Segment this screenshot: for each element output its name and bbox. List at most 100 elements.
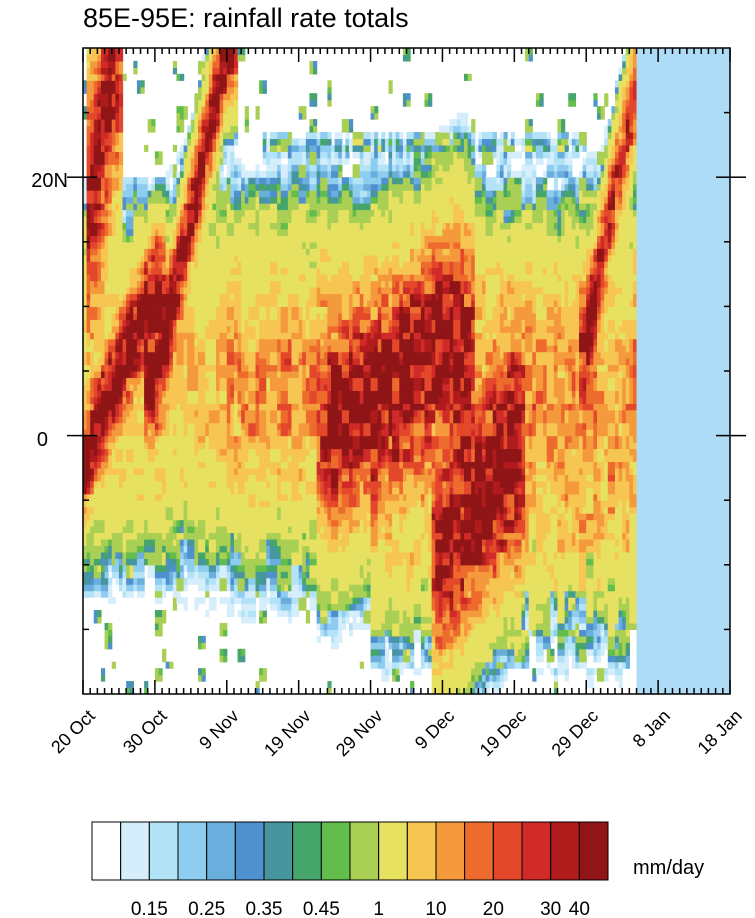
heatmap-cell [115, 138, 120, 146]
heatmap-cell [273, 584, 278, 592]
heatmap-cell [162, 409, 167, 417]
heatmap-cell [269, 196, 275, 204]
heatmap-cell [255, 351, 260, 359]
heatmap-cell [208, 545, 213, 553]
heatmap-cell [86, 325, 91, 333]
heatmap-cell [162, 351, 167, 359]
heatmap-cell [115, 287, 120, 295]
heatmap-cell [129, 584, 134, 592]
heatmap-cell [277, 558, 282, 566]
heatmap-cell [162, 222, 167, 230]
heatmap-cell [176, 261, 181, 269]
heatmap-cell [133, 261, 138, 269]
heatmap-cell [104, 345, 109, 353]
heatmap-cell [295, 157, 300, 165]
heatmap-cell [226, 480, 231, 488]
heatmap-cell [237, 222, 242, 230]
heatmap-cell [151, 422, 156, 430]
heatmap-cell [187, 538, 192, 547]
heatmap-cell [190, 131, 196, 140]
heatmap-cell [241, 235, 246, 243]
heatmap-cell [223, 60, 228, 68]
heatmap-cell [251, 190, 257, 198]
heatmap-cell [259, 610, 264, 618]
heatmap-cell [140, 377, 145, 385]
heatmap-cell [111, 293, 116, 301]
heatmap-cell [219, 338, 224, 346]
heatmap-cell [97, 86, 102, 94]
heatmap-cell [205, 500, 210, 508]
heatmap-cell [104, 215, 109, 224]
heatmap-cell [262, 241, 267, 249]
heatmap-cell [305, 190, 311, 198]
heatmap-cell [248, 551, 253, 559]
heatmap-cell [269, 351, 275, 359]
heatmap-cell [83, 287, 88, 295]
heatmap-cell [165, 261, 170, 269]
heatmap-cell [93, 325, 98, 333]
heatmap-cell [194, 325, 199, 333]
heatmap-cell [313, 261, 318, 269]
heatmap-cell [144, 681, 149, 689]
heatmap-cell [129, 487, 134, 495]
heatmap-cell [226, 228, 231, 236]
heatmap-cell [100, 442, 106, 450]
heatmap-cell [244, 506, 249, 514]
heatmap-cell [198, 409, 203, 417]
heatmap-cell [284, 416, 289, 424]
heatmap-cell [248, 558, 253, 566]
heatmap-cell [194, 306, 199, 314]
heatmap-cell [183, 487, 188, 495]
heatmap-cell [255, 590, 260, 598]
heatmap-cell [147, 319, 152, 327]
heatmap-cell [90, 403, 95, 411]
heatmap-cell [262, 538, 267, 547]
heatmap-cell [104, 157, 109, 165]
heatmap-cell [118, 435, 124, 443]
heatmap-cell [108, 396, 113, 404]
heatmap-cell [302, 241, 307, 249]
heatmap-cell [230, 60, 235, 68]
heatmap-cell [280, 487, 285, 495]
heatmap-cell [205, 228, 210, 236]
heatmap-cell [305, 545, 311, 553]
heatmap-cell [118, 67, 124, 75]
heatmap-cell [259, 364, 264, 372]
heatmap-cell [129, 183, 134, 191]
heatmap-cell [248, 383, 253, 391]
heatmap-cell [108, 422, 113, 430]
heatmap-cell [266, 461, 271, 469]
heatmap-cell [212, 416, 217, 424]
heatmap-cell [144, 409, 149, 417]
heatmap-cell [90, 571, 95, 579]
heatmap-cell [219, 564, 224, 572]
heatmap-cell [241, 474, 246, 482]
heatmap-cell [90, 377, 95, 385]
heatmap-cell [118, 312, 124, 320]
heatmap-cell [280, 312, 285, 320]
heatmap-cell [83, 203, 88, 211]
heatmap-cell [111, 409, 116, 417]
heatmap-cell [83, 183, 88, 191]
heatmap-cell [165, 532, 170, 540]
heatmap-cell [237, 364, 242, 372]
heatmap-cell [104, 319, 109, 327]
heatmap-cell [90, 577, 95, 585]
heatmap-cell [226, 125, 231, 133]
heatmap-cell [233, 577, 239, 585]
heatmap-cell [133, 274, 138, 282]
heatmap-cell [244, 564, 249, 572]
heatmap-cell [154, 325, 160, 333]
heatmap-cell [233, 80, 239, 88]
heatmap-cell [90, 183, 95, 191]
heatmap-cell [183, 603, 188, 611]
heatmap-cell [162, 571, 167, 579]
heatmap-cell [151, 416, 156, 424]
heatmap-cell [201, 228, 206, 236]
heatmap-cell [83, 442, 88, 450]
heatmap-cell [115, 383, 120, 391]
heatmap-cell [241, 655, 246, 663]
heatmap-cell [147, 287, 152, 295]
heatmap-cell [309, 358, 314, 366]
heatmap-cell [133, 422, 138, 430]
